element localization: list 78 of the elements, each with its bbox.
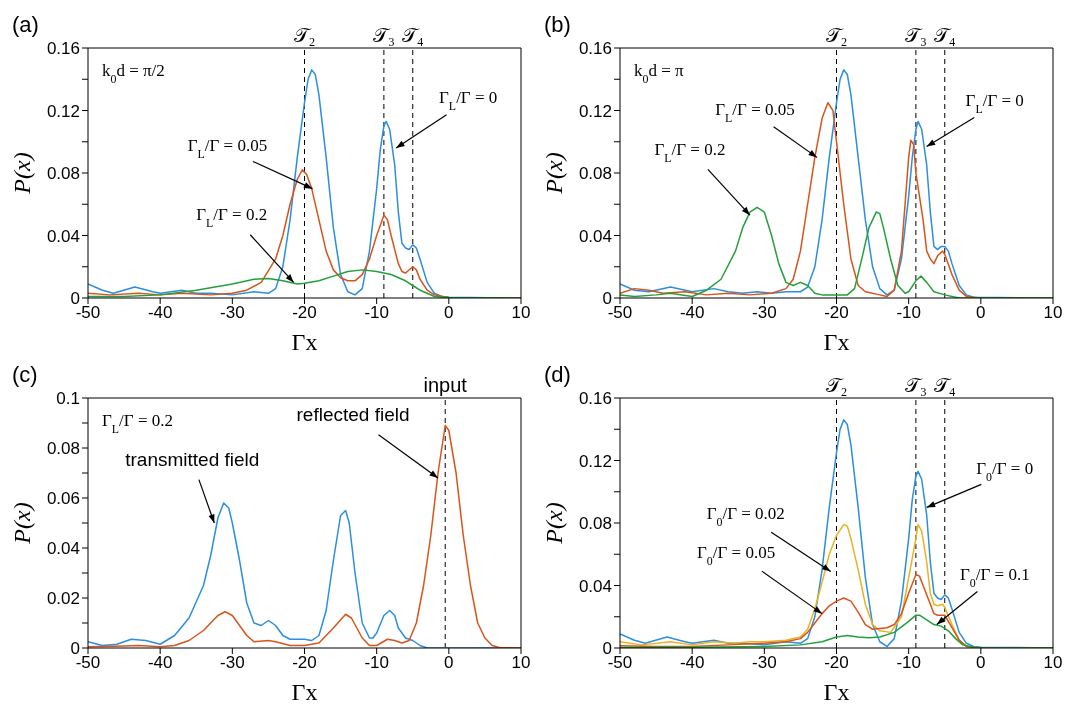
annotation: Γ$_{L}$/Γ = 0 bbox=[965, 91, 1024, 117]
ref-line-label: 𝒯₃ bbox=[372, 24, 395, 46]
chart-title: (b) bbox=[544, 12, 571, 37]
x-axis-title: Γx bbox=[291, 329, 318, 355]
x-tick-label: -30 bbox=[752, 653, 777, 673]
x-tick-label: -10 bbox=[364, 653, 389, 673]
y-tick-label: 0.02 bbox=[46, 589, 80, 609]
x-tick-label: 10 bbox=[511, 653, 531, 673]
x-tick-label: 10 bbox=[1043, 303, 1063, 323]
annotation: Γ$_{L}$/Γ = 0.2 bbox=[654, 140, 726, 166]
y-axis-title: P(x) bbox=[541, 502, 567, 545]
annotation: k$_{0}$d = π bbox=[634, 61, 685, 86]
y-axis-title: P(x) bbox=[9, 502, 35, 545]
y-tick-label: 0.1 bbox=[56, 389, 80, 409]
y-axis-title: P(x) bbox=[541, 152, 567, 195]
x-tick-label: -10 bbox=[364, 303, 389, 323]
annotation: Γ$_{0}$/Γ = 0.05 bbox=[696, 542, 776, 568]
x-tick-label: 10 bbox=[1043, 653, 1063, 673]
x-tick-label: 0 bbox=[444, 303, 454, 323]
y-axis-title: P(x) bbox=[9, 152, 35, 195]
x-axis-title: Γx bbox=[823, 329, 850, 355]
x-tick-label: -40 bbox=[679, 303, 705, 323]
x-tick-label: -20 bbox=[292, 303, 317, 323]
y-tick-label: 0.16 bbox=[578, 39, 612, 59]
x-tick-label: 0 bbox=[444, 653, 454, 673]
annotation: k$_{0}$d = π/2 bbox=[102, 61, 165, 86]
annotation: Γ$_{L}$/Γ = 0.05 bbox=[715, 100, 795, 126]
ref-line-label: 𝒯₃ bbox=[904, 374, 927, 396]
annotation: Γ$_{0}$/Γ = 0.02 bbox=[706, 504, 785, 530]
annotation: reflected field bbox=[296, 404, 410, 425]
ref-line-label: 𝒯₄ bbox=[933, 374, 956, 396]
y-tick-label: 0.04 bbox=[578, 576, 612, 596]
annotation: Γ$_{L}$/Γ = 0.05 bbox=[187, 135, 268, 161]
x-tick-label: -20 bbox=[292, 653, 317, 673]
annotation: Γ$_{L}$/Γ = 0.2 bbox=[196, 205, 268, 231]
chart-title: (d) bbox=[544, 362, 571, 387]
annotation: Γ$_{0}$/Γ = 0.1 bbox=[959, 564, 1030, 590]
y-tick-label: 0.08 bbox=[578, 164, 612, 184]
y-tick-label: 0.16 bbox=[578, 389, 612, 409]
y-tick-label: 0.04 bbox=[578, 226, 612, 246]
x-tick-label: -30 bbox=[752, 303, 777, 323]
ref-line-label: 𝒯₃ bbox=[904, 24, 927, 46]
chart-title: (a) bbox=[12, 12, 39, 37]
ref-line-label: input bbox=[423, 374, 468, 396]
x-tick-label: -10 bbox=[896, 303, 921, 323]
y-tick-label: 0.04 bbox=[46, 226, 80, 246]
ref-line-label: 𝒯₂ bbox=[825, 24, 848, 46]
x-tick-label: 0 bbox=[976, 303, 986, 323]
x-tick-label: -20 bbox=[824, 303, 849, 323]
y-tick-label: 0.12 bbox=[46, 101, 80, 121]
x-axis-title: Γx bbox=[291, 679, 318, 705]
x-axis-title: Γx bbox=[823, 679, 850, 705]
x-tick-label: -20 bbox=[824, 653, 849, 673]
x-tick-label: -30 bbox=[220, 653, 245, 673]
x-tick-label: -30 bbox=[220, 303, 245, 323]
ref-line-label: 𝒯₄ bbox=[933, 24, 956, 46]
ref-line-label: 𝒯₂ bbox=[825, 374, 848, 396]
x-tick-label: 0 bbox=[976, 653, 986, 673]
y-tick-label: 0.08 bbox=[578, 514, 612, 534]
ref-line-label: 𝒯₄ bbox=[401, 24, 424, 46]
chart-title: (c) bbox=[12, 362, 38, 387]
y-tick-label: 0.08 bbox=[46, 164, 80, 184]
y-tick-label: 0.08 bbox=[46, 439, 80, 459]
x-tick-label: -40 bbox=[147, 303, 173, 323]
ref-line-label: 𝒯₂ bbox=[293, 24, 316, 46]
x-tick-label: -40 bbox=[147, 653, 173, 673]
y-tick-label: 0.06 bbox=[46, 489, 80, 509]
annotation: transmitted field bbox=[125, 449, 260, 470]
annotation: Γ$_{L}$/Γ = 0.2 bbox=[102, 411, 173, 436]
x-tick-label: 10 bbox=[511, 303, 531, 323]
x-tick-label: -10 bbox=[896, 653, 921, 673]
y-tick-label: 0.12 bbox=[578, 101, 612, 121]
y-tick-label: 0.16 bbox=[46, 39, 80, 59]
y-tick-label: 0.12 bbox=[578, 451, 612, 471]
annotation: Γ$_{0}$/Γ = 0 bbox=[976, 459, 1034, 485]
annotation: Γ$_{L}$/Γ = 0 bbox=[439, 88, 498, 113]
x-tick-label: -40 bbox=[679, 653, 705, 673]
y-tick-label: 0.04 bbox=[46, 539, 80, 559]
